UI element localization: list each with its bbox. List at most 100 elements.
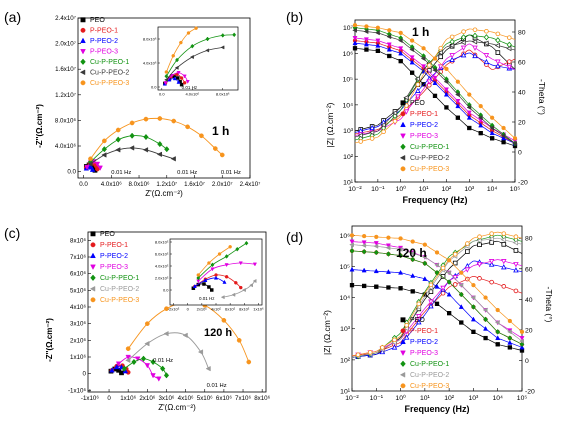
phase-point [495,50,501,55]
x-tick-label: 3x10⁶ [158,395,174,402]
phase-point [483,58,490,65]
inset-x-tick-label: 0 [187,307,190,312]
impedance-point [483,295,488,300]
impedance-point [398,252,403,259]
legend-marker [79,69,86,76]
inset-data-point [210,262,215,268]
y2-axis-label: -Theta (°) [544,287,554,323]
phase-point [501,284,507,289]
impedance-point [410,272,416,278]
inset-data-point [179,40,183,45]
impedance-point [409,59,415,65]
x-tick-label: 0 [107,395,111,402]
data-point [144,363,151,369]
data-point [157,116,163,121]
legend-marker [400,111,406,117]
y-tick-label: 10⁵ [343,77,354,84]
legend-marker [90,274,96,282]
inset-data-point [249,283,253,288]
legend-item: P-PEO-1 [400,111,438,118]
phase-point [495,59,501,65]
inset-y-tick-label: 4.0x10⁶ [143,61,157,66]
inset-x-tick-label: 2x10⁵ [197,307,208,312]
impedance-point [361,233,367,239]
x-axis-label: Z'(Ω.cm⁻²) [158,403,196,412]
legend-marker [400,338,406,345]
impedance-point [361,267,367,273]
inset-data-point [224,275,229,279]
phase-point [415,87,421,93]
data-point [113,363,120,370]
impedance-point [455,99,461,104]
phase-point [506,35,512,40]
series-cu-p-peo-3 [88,116,225,162]
impedance-point [446,270,452,276]
legend-item: P-PEO-3 [400,350,438,357]
legend-marker [400,317,406,323]
legend-item: Cu-P-PEO-3 [400,383,449,390]
legend-item: PEO [80,17,105,24]
phase-point [380,345,385,350]
impedance-point [466,114,472,120]
phase-point [506,59,512,64]
phase-point [471,38,478,45]
inset-data-point [169,74,174,78]
phase-point [449,56,455,62]
impedance-point [458,291,464,298]
phase-point [426,63,432,68]
impedance-point [483,335,488,341]
y-tick-label: 0.0 [67,169,76,176]
legend-marker [400,100,406,106]
inset-data-point [174,65,179,70]
impedance-point [421,46,426,51]
x-tick-label: 8.0x10⁶ [128,181,150,188]
data-point [205,365,211,372]
legend-marker [400,328,406,334]
data-point [89,166,96,172]
y-tick-label: 2.4x10⁷ [55,15,76,22]
data-point [143,116,149,122]
impedance-point [432,56,438,61]
y2-tick-label: -20 [518,180,528,187]
impedance-point [471,283,476,288]
data-point [115,136,121,143]
x-tick-label: 10⁻² [348,186,362,193]
inset-data-point [172,76,177,81]
data-point [164,306,169,312]
phase-point [414,76,420,82]
phase-point [489,231,494,236]
impedance-point [375,30,380,36]
legend-item: P-PEO-2 [400,121,438,129]
data-point [109,367,115,373]
impedance-point [519,329,525,334]
phase-point [476,262,483,268]
y-tick-label: 4x10⁶ [70,304,86,311]
x-tick-label: 5x10⁶ [197,395,213,402]
x-tick-label: 10⁻¹ [371,186,385,193]
x-tick-label: 4x10⁶ [178,395,194,402]
impedance-point [352,36,358,41]
legend-item: Cu-P-PEO-3 [400,166,449,173]
phase-point [488,259,495,265]
inset-data-point [222,279,227,284]
frequency-label: 0.01 Hz [153,358,173,364]
impedance-point [374,234,379,240]
inset-x-tick-label: 8.0x10⁶ [216,92,230,97]
phase-point [472,52,478,59]
y-tick-label: 4.0x10⁶ [55,143,77,150]
inset-y-tick-label: 0.0 [163,288,169,293]
impedance-point [349,283,355,288]
data-point [182,332,188,339]
inset-y-tick-label: 6.0x10⁵ [155,252,169,257]
impedance-point [507,339,513,345]
time-annotation-c: 120 h [204,327,232,339]
legend-c: PEO P-PEO-1 P-PEO-2 P-PEO-3 Cu-P-PEO-1 Cu-P-P… [89,231,139,304]
phase-point [416,314,422,320]
phase-point [464,267,471,273]
impedance-point [398,58,403,64]
inset-series-cu-p-peo-2 [220,278,257,300]
x-tick-label: 10⁵ [510,186,521,193]
impedance-point [471,329,476,334]
legend-label: P-PEO-3 [410,350,438,357]
phase-point [426,79,433,85]
